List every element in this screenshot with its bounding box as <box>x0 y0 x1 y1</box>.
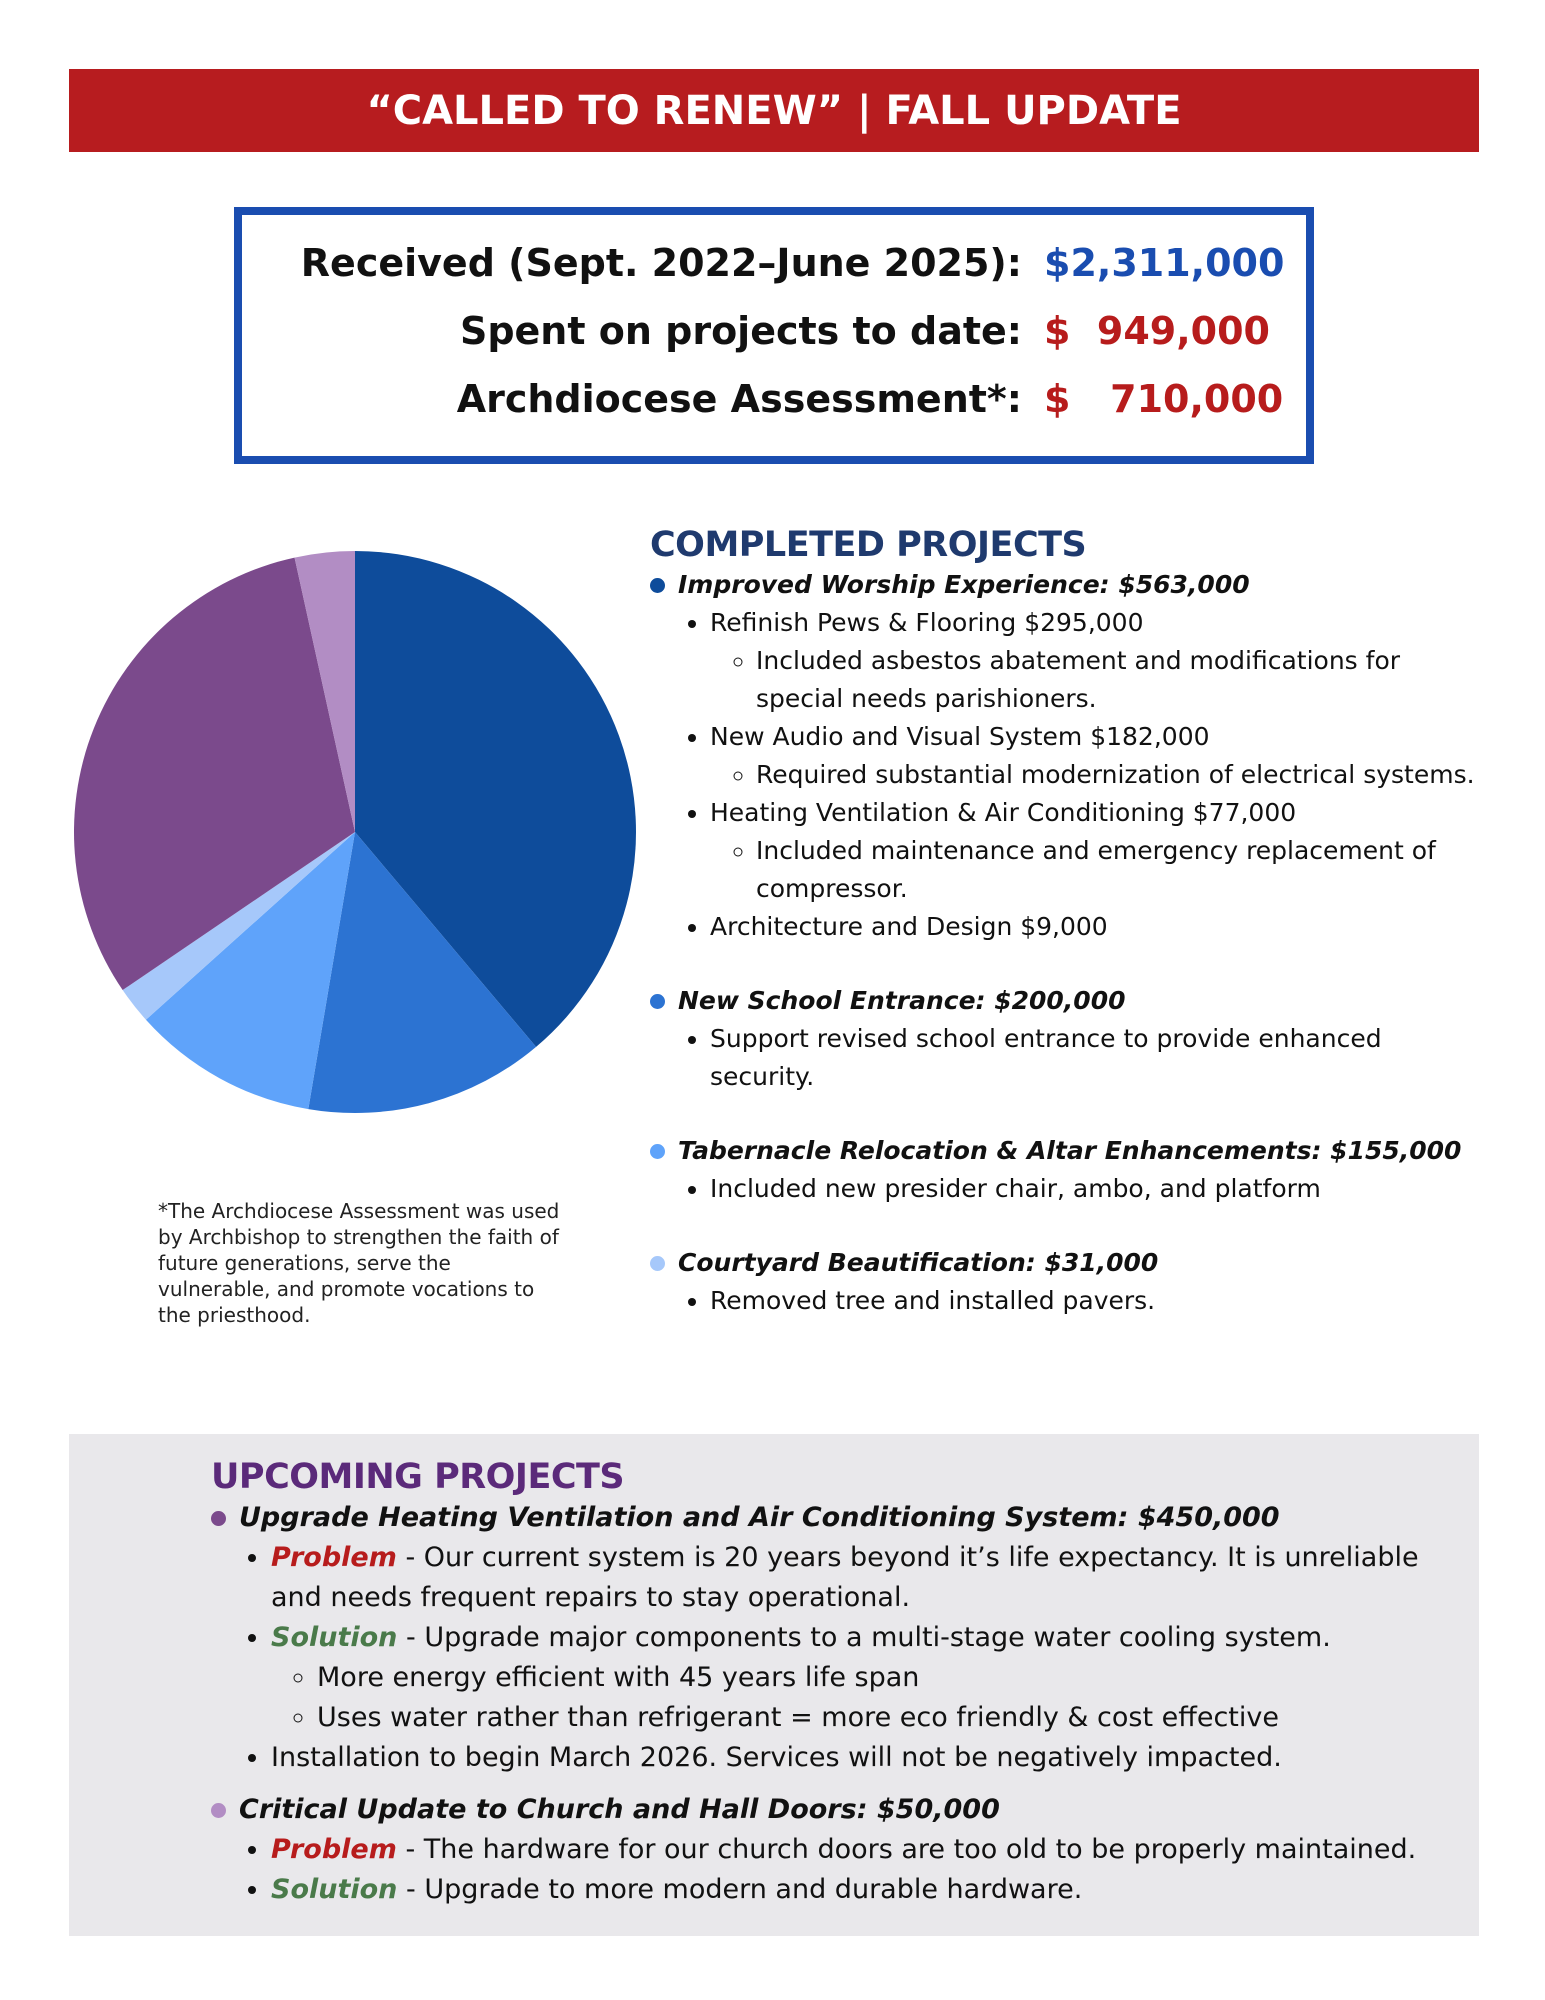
summary-row: Spent on projects to date: $ 949,000 <box>242 297 1306 365</box>
summary-label: Archdiocese Assessment*: <box>456 377 1022 421</box>
note: More energy efficient with 45 years life… <box>317 1658 1461 1698</box>
project-title-row: Courtyard Beautification: $31,000 <box>650 1244 1480 1282</box>
project-title: New School Entrance: $200,000 <box>678 986 1126 1015</box>
project-title: Critical Update to Church and Hall Doors… <box>239 1794 1000 1825</box>
project: Critical Update to Church and Hall Doors… <box>211 1790 1461 1910</box>
project-bullets: Included new presider chair, ambo, and p… <box>650 1170 1480 1208</box>
bullet: Installation to begin March 2026. Servic… <box>271 1738 1461 1778</box>
note: Required substantial modernization of el… <box>756 756 1480 794</box>
bullet-text: - Upgrade major components to a multi-st… <box>397 1622 1331 1653</box>
project-title-row: Critical Update to Church and Hall Doors… <box>211 1790 1461 1830</box>
header-title: “CALLED TO RENEW” | FALL UPDATE <box>366 87 1182 134</box>
project: Courtyard Beautification: $31,000 Removed… <box>650 1244 1480 1320</box>
bullet: Architecture and Design $9,000 <box>710 908 1480 946</box>
section-title: COMPLETED PROJECTS <box>650 525 1087 565</box>
project-bullets: Support revised school entrance to provi… <box>650 1020 1480 1096</box>
bullet-label: Solution <box>271 1622 398 1653</box>
summary-label: Spent on projects to date: <box>459 309 1022 353</box>
notes: Required substantial modernization of el… <box>710 756 1480 794</box>
bullet: Included new presider chair, ambo, and p… <box>710 1170 1480 1208</box>
bullet: Solution - Upgrade major components to a… <box>271 1618 1461 1738</box>
project-title: Upgrade Heating Ventilation and Air Cond… <box>239 1502 1280 1533</box>
summary-box: Received (Sept. 2022–June 2025): $2,311,0… <box>234 207 1314 464</box>
bullet-text: - Our current system is 20 years beyond … <box>271 1542 1419 1613</box>
notes: More energy efficient with 45 years life… <box>271 1658 1461 1738</box>
bullet-text: New Audio and Visual System $182,000 <box>710 722 1210 751</box>
bullet: Refinish Pews & Flooring $295,000 Include… <box>710 604 1480 718</box>
note: Uses water rather than refrigerant = mor… <box>317 1698 1461 1738</box>
pie-slice <box>294 551 355 832</box>
bullet: Support revised school entrance to provi… <box>710 1020 1480 1096</box>
project: Upgrade Heating Ventilation and Air Cond… <box>211 1498 1461 1778</box>
summary-value: $ 710,000 <box>1044 377 1284 421</box>
upcoming-panel: UPCOMING PROJECTS Upgrade Heating Ventila… <box>69 1434 1479 1936</box>
bullet-label: Problem <box>271 1542 397 1573</box>
pie-slice <box>355 551 636 1047</box>
bullet: Heating Ventilation & Air Conditioning $… <box>710 794 1480 908</box>
project-title-row: Upgrade Heating Ventilation and Air Cond… <box>211 1498 1461 1538</box>
project: New School Entrance: $200,000 Support rev… <box>650 982 1480 1096</box>
pie-chart <box>74 551 636 1113</box>
bullet-dot <box>211 1802 226 1818</box>
bullet: Problem - The hardware for our church do… <box>271 1830 1461 1870</box>
project-title-row: Improved Worship Experience: $563,000 <box>650 566 1480 604</box>
bullet: Problem - Our current system is 20 years… <box>271 1538 1461 1618</box>
project: Tabernacle Relocation & Altar Enhancemen… <box>650 1132 1480 1208</box>
bullet-dot <box>650 993 665 1009</box>
bullet: New Audio and Visual System $182,000 Requ… <box>710 718 1480 794</box>
bullet-text: Installation to begin March 2026. Servic… <box>271 1742 1282 1773</box>
project-title-row: Tabernacle Relocation & Altar Enhancemen… <box>650 1132 1480 1170</box>
project-bullets: Refinish Pews & Flooring $295,000 Include… <box>650 604 1480 946</box>
bullet-dot <box>650 1143 665 1159</box>
project-bullets: Problem - Our current system is 20 years… <box>211 1538 1461 1778</box>
note: Included asbestos abatement and modifica… <box>756 642 1480 718</box>
project-title: Improved Worship Experience: $563,000 <box>678 570 1250 599</box>
project-bullets: Removed tree and installed pavers. <box>650 1282 1480 1320</box>
completed-projects: COMPLETED PROJECTS Improved Worship Exper… <box>650 524 1480 1356</box>
summary-value: $ 949,000 <box>1044 309 1270 353</box>
bullet-text: Removed tree and installed pavers. <box>710 1286 1156 1315</box>
bullet-dot <box>650 1255 665 1271</box>
header-bar: “CALLED TO RENEW” | FALL UPDATE <box>69 69 1479 152</box>
bullet-text: Architecture and Design $9,000 <box>710 912 1108 941</box>
upcoming-projects: UPCOMING PROJECTS Upgrade Heating Ventila… <box>211 1456 1461 1922</box>
summary-row: Archdiocese Assessment*: $ 710,000 <box>242 365 1306 433</box>
bullet-label: Problem <box>271 1834 397 1865</box>
project-title: Courtyard Beautification: $31,000 <box>678 1248 1159 1277</box>
bullet: Solution - Upgrade to more modern and du… <box>271 1870 1461 1910</box>
notes: Included asbestos abatement and modifica… <box>710 642 1480 718</box>
project: Improved Worship Experience: $563,000 Ref… <box>650 566 1480 946</box>
notes: Included maintenance and emergency repla… <box>710 832 1480 908</box>
bullet-text: - Upgrade to more modern and durable har… <box>397 1874 1083 1905</box>
summary-value: $2,311,000 <box>1044 241 1285 285</box>
pie-slice <box>145 832 355 1110</box>
pie-slice <box>74 557 355 991</box>
pie-slice <box>122 832 355 1020</box>
bullet-text: Refinish Pews & Flooring $295,000 <box>710 608 1144 637</box>
project-title-row: New School Entrance: $200,000 <box>650 982 1480 1020</box>
footnote: *The Archdiocese Assessment was used by … <box>158 1199 560 1327</box>
summary-label: Received (Sept. 2022–June 2025): <box>300 241 1022 285</box>
bullet: Removed tree and installed pavers. <box>710 1282 1480 1320</box>
note: Included maintenance and emergency repla… <box>756 832 1480 908</box>
bullet-dot <box>211 1510 226 1526</box>
section-title: UPCOMING PROJECTS <box>211 1457 625 1497</box>
bullet-text: Included new presider chair, ambo, and p… <box>710 1174 1321 1203</box>
bullet-text: - The hardware for our church doors are … <box>396 1834 1417 1865</box>
project-title: Tabernacle Relocation & Altar Enhancemen… <box>678 1136 1462 1165</box>
project-bullets: Problem - The hardware for our church do… <box>211 1830 1461 1910</box>
pie-slice <box>308 832 537 1113</box>
bullet-text: Heating Ventilation & Air Conditioning $… <box>710 798 1297 827</box>
summary-row: Received (Sept. 2022–June 2025): $2,311,0… <box>242 229 1306 297</box>
bullet-text: Support revised school entrance to provi… <box>710 1024 1382 1091</box>
bullet-label: Solution <box>271 1874 398 1905</box>
bullet-dot <box>650 577 665 593</box>
